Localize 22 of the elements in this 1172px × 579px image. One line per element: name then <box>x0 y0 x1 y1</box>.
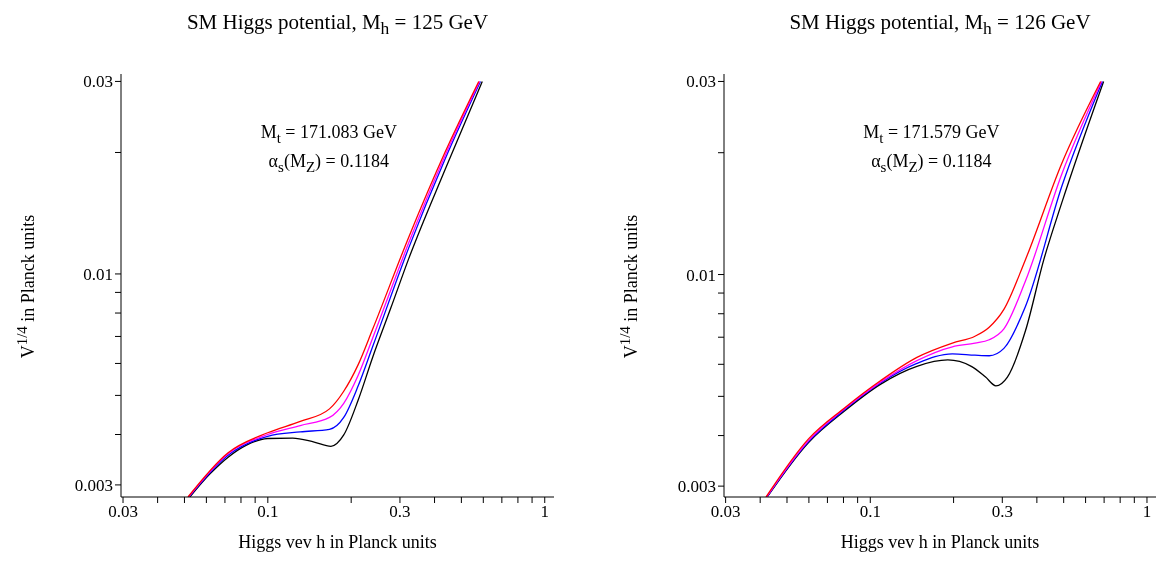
y-tick-label: 0.03 <box>686 72 716 92</box>
x-tick-label: 1 <box>1142 502 1152 522</box>
x-tick-label: 0.3 <box>991 502 1013 522</box>
annotation: M$_{t}$ = 171.579 GeV <box>862 122 1001 147</box>
chart-title: SM Higgs potential, M$_{h}$ = 126 GeV <box>788 10 1092 40</box>
x-tick-label: 1 <box>540 502 549 522</box>
chart-title: SM Higgs potential, M$_{h}$ = 125 GeV <box>185 10 490 40</box>
annotation: M$_{t}$ = 171.083 GeV <box>259 122 398 147</box>
y-tick-label: 0.01 <box>686 265 716 285</box>
x-tick-label: 0.1 <box>859 502 881 522</box>
x-tick-label: 0.1 <box>257 502 279 522</box>
y-tick-label: 0.01 <box>83 264 113 284</box>
annotation: α$_{s}$(M$_{Z}$) = 0.1184 <box>870 151 993 176</box>
y-tick-label: 0.03 <box>83 72 113 92</box>
x-axis-title: Higgs vev h in Planck units <box>839 532 1041 553</box>
x-axis-title: Higgs vev h in Planck units <box>237 532 438 553</box>
x-tick-label: 0.03 <box>108 502 138 522</box>
x-tick-label: 0.3 <box>389 502 411 522</box>
y-tick-label: 0.003 <box>677 477 716 497</box>
y-tick-label: 0.003 <box>74 475 113 495</box>
x-tick-label: 0.03 <box>710 502 741 522</box>
annotation: α$_{s}$(M$_{Z}$) = 0.1184 <box>267 151 391 176</box>
